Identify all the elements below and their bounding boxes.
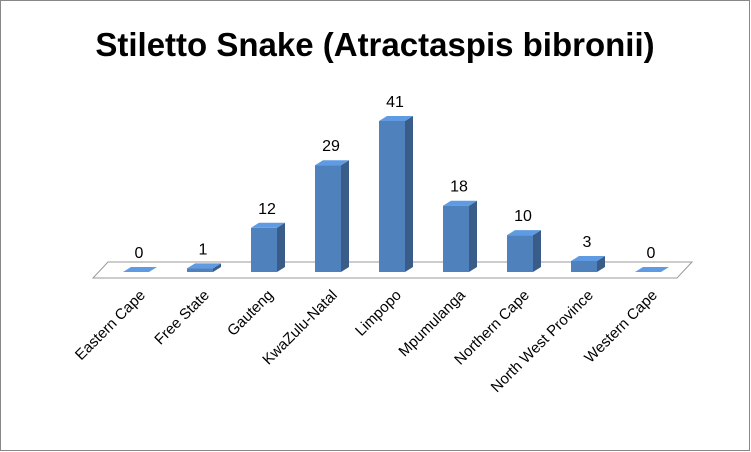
data-label: 10 (514, 208, 532, 225)
bar (571, 255, 605, 272)
data-label: 12 (258, 201, 276, 218)
data-label: 3 (583, 234, 592, 251)
bar-top (507, 230, 541, 236)
bar-front (187, 268, 213, 272)
bar-side (277, 222, 285, 272)
bar-top (315, 160, 349, 166)
data-label: 41 (386, 94, 404, 111)
bar (251, 222, 285, 272)
bar-side (405, 116, 413, 272)
bar-side (533, 230, 541, 272)
data-label: 29 (322, 138, 340, 155)
data-label: 18 (450, 179, 468, 196)
bar-top (635, 267, 669, 272)
bar-front (443, 205, 469, 272)
chart-title: Stiletto Snake (Atractaspis bibronii) (95, 26, 654, 63)
bar-side (213, 263, 221, 272)
bar-front (315, 165, 341, 272)
bar (443, 200, 477, 272)
bar-front (379, 121, 405, 272)
bar-top (187, 263, 221, 269)
bar-top (443, 200, 477, 206)
bar-top (251, 222, 285, 228)
data-label: 0 (135, 245, 144, 262)
data-label: 0 (647, 245, 656, 262)
bar-front (571, 260, 597, 272)
bar (187, 263, 221, 272)
data-label: 1 (199, 241, 208, 258)
bar-top (123, 267, 157, 272)
bar (507, 230, 541, 272)
bar (123, 267, 157, 272)
bar-side (341, 160, 349, 272)
bar-side (469, 200, 477, 272)
bar-front (251, 227, 277, 272)
bar (635, 267, 669, 272)
bar-top (571, 255, 605, 261)
bar (379, 116, 413, 272)
bar-top (379, 116, 413, 121)
bar-side (597, 255, 605, 272)
bar (315, 160, 349, 272)
bar-front (507, 235, 533, 272)
